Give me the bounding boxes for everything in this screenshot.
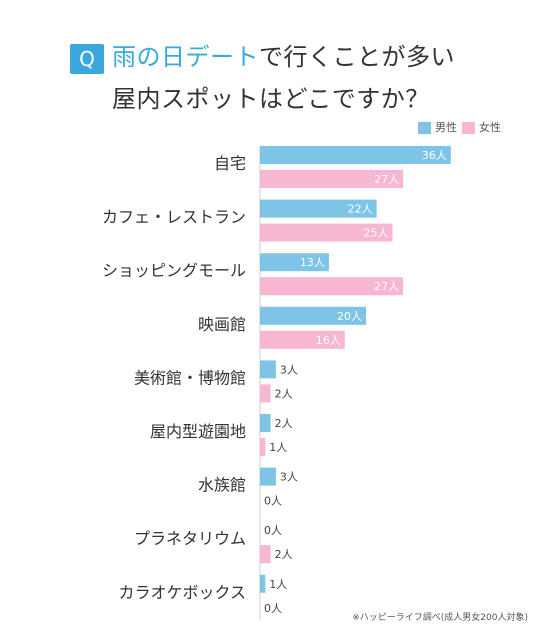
bar-female: [260, 545, 271, 564]
bar-male: [260, 146, 451, 164]
bar-male: [260, 467, 276, 486]
data-label-male: 20人: [337, 310, 362, 323]
bar-male: [260, 306, 366, 325]
title-rest: で行くことが多い: [259, 43, 455, 71]
data-label-female: 0人: [264, 495, 282, 508]
chart-title-line-2: 屋内スポットはどこですか？: [112, 85, 430, 113]
data-label-female: 1人: [269, 441, 287, 454]
bar-male: [260, 253, 329, 272]
bar-male: [260, 199, 377, 218]
data-label-female: 0人: [264, 602, 282, 615]
legend-female-label: 女性: [479, 121, 501, 134]
data-label-female: 27人: [374, 280, 399, 293]
bar-female: [260, 223, 393, 242]
data-label-male: 3人: [280, 363, 298, 376]
data-label-female: 16人: [316, 334, 341, 347]
bar-female: [260, 330, 345, 349]
data-label-male: 13人: [300, 256, 325, 269]
data-label-male: 0人: [264, 524, 282, 537]
data-label-male: 2人: [275, 417, 293, 430]
legend-female-swatch: [462, 122, 475, 134]
legend-male: 男性: [418, 121, 457, 135]
legend-male-swatch: [418, 122, 431, 134]
bar-male: [260, 360, 276, 379]
category-label: 水族館: [198, 476, 246, 495]
category-label: 美術館・博物館: [134, 368, 246, 387]
category-label: 映画館: [198, 315, 246, 334]
bar-female: [260, 384, 271, 403]
data-label-male: 36人: [422, 149, 447, 162]
legend-male-label: 男性: [435, 121, 457, 134]
legend-female: 女性: [462, 121, 501, 135]
data-label-female: 2人: [275, 387, 293, 400]
bar-female: [260, 170, 404, 188]
category-label: 自宅: [214, 154, 246, 173]
data-label-male: 3人: [280, 471, 298, 484]
bar-male: [260, 574, 266, 593]
data-label-female: 27人: [374, 173, 399, 186]
category-label: カラオケボックス: [118, 583, 246, 602]
bar-male: [260, 414, 271, 432]
data-label-male: 1人: [269, 578, 287, 591]
category-label: カフェ・レストラン: [102, 208, 246, 227]
footnote: ※ハッピーライフ調べ(成人男女200人対象): [352, 613, 528, 623]
category-label: ショッピングモール: [102, 261, 246, 280]
bar-female: [260, 277, 404, 296]
data-label-female: 25人: [364, 227, 389, 240]
data-label-male: 22人: [348, 203, 373, 216]
data-label-female: 2人: [275, 548, 293, 561]
category-label: 屋内型遊園地: [150, 422, 246, 441]
bar-female: [260, 438, 266, 456]
chart-title-line-1: 雨の日デートで行くことが多い: [112, 40, 455, 74]
question-badge: Q: [70, 44, 104, 74]
title-highlight: 雨の日デート: [112, 43, 259, 71]
category-label: プラネタリウム: [134, 529, 246, 548]
